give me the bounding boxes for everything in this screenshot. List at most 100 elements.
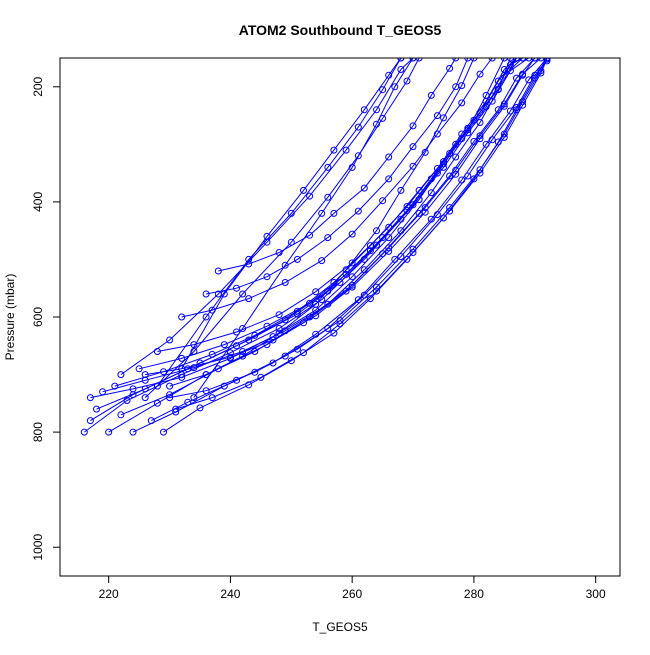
data-point xyxy=(324,234,332,242)
data-point xyxy=(208,394,216,402)
data-point xyxy=(342,146,350,154)
data-point xyxy=(312,300,320,308)
data-point xyxy=(214,267,222,275)
data-point xyxy=(306,192,314,200)
series-line xyxy=(144,58,420,398)
data-point xyxy=(385,175,393,183)
data-point xyxy=(111,382,119,390)
data-point xyxy=(336,317,344,324)
data-point xyxy=(196,404,204,412)
data-point xyxy=(86,394,94,402)
data-point xyxy=(433,112,441,120)
data-point xyxy=(470,58,478,62)
data-point xyxy=(379,114,387,122)
x-tick-label: 280 xyxy=(464,587,484,601)
data-point xyxy=(354,123,362,131)
data-point xyxy=(397,227,405,235)
data-point xyxy=(129,385,137,393)
data-point xyxy=(494,85,502,93)
data-point xyxy=(427,91,435,99)
series-line xyxy=(206,58,469,295)
series-line xyxy=(218,58,457,272)
series-line xyxy=(181,58,402,370)
data-point xyxy=(500,102,508,110)
series-line xyxy=(169,58,548,399)
data-point xyxy=(330,209,338,217)
data-point xyxy=(409,58,417,62)
data-point xyxy=(385,247,393,255)
data-point xyxy=(324,163,332,171)
data-point xyxy=(385,71,393,79)
data-point xyxy=(287,209,295,217)
data-point xyxy=(129,428,137,436)
data-point xyxy=(525,58,533,62)
data-point xyxy=(409,245,417,253)
series-layer xyxy=(80,58,551,436)
data-point xyxy=(488,58,496,62)
series-line xyxy=(169,58,475,387)
data-point xyxy=(86,417,94,425)
y-tick-label: 400 xyxy=(31,192,45,212)
data-point xyxy=(452,170,460,178)
data-point xyxy=(446,150,454,157)
data-point xyxy=(293,255,301,263)
data-point xyxy=(397,58,405,62)
data-point xyxy=(348,259,356,267)
data-point xyxy=(458,99,466,107)
data-point xyxy=(214,365,222,373)
data-point xyxy=(287,238,295,246)
data-point xyxy=(366,247,374,255)
data-point xyxy=(153,399,161,407)
data-point xyxy=(172,405,180,413)
data-point xyxy=(245,255,253,263)
data-point xyxy=(300,186,307,194)
data-point xyxy=(409,122,417,130)
series-line xyxy=(102,58,511,393)
x-tick-label: 220 xyxy=(99,587,119,601)
data-point xyxy=(220,382,228,390)
data-point xyxy=(275,329,283,337)
data-point xyxy=(208,350,216,358)
data-point xyxy=(190,348,198,355)
data-point xyxy=(342,287,350,295)
data-point xyxy=(166,394,174,402)
data-point xyxy=(293,345,301,353)
data-point xyxy=(147,417,155,425)
data-point xyxy=(403,77,411,85)
data-point xyxy=(488,136,496,144)
data-point xyxy=(354,152,362,160)
data-point xyxy=(403,203,411,210)
data-point xyxy=(366,242,374,250)
data-point xyxy=(220,341,228,349)
data-point xyxy=(379,86,387,94)
data-point xyxy=(488,92,496,100)
data-point xyxy=(281,352,289,360)
data-point xyxy=(239,325,247,332)
data-point xyxy=(202,371,210,379)
series-15 xyxy=(135,58,527,373)
data-point xyxy=(318,296,326,304)
data-point xyxy=(476,166,484,174)
data-point xyxy=(440,158,447,166)
data-point xyxy=(476,119,484,126)
data-point xyxy=(263,341,271,349)
data-point xyxy=(373,227,380,235)
data-point xyxy=(202,387,210,395)
data-point xyxy=(269,359,277,367)
data-point xyxy=(263,322,271,330)
y-tick-label: 1000 xyxy=(31,534,45,561)
data-point xyxy=(470,116,478,124)
data-point xyxy=(543,58,551,62)
series-line xyxy=(90,58,505,399)
data-point xyxy=(312,288,320,296)
data-point xyxy=(269,333,277,341)
data-point xyxy=(233,284,240,292)
data-point xyxy=(190,364,198,372)
data-point xyxy=(178,354,186,362)
data-point xyxy=(324,325,332,332)
data-point xyxy=(446,204,454,212)
data-point xyxy=(415,196,423,204)
data-point xyxy=(153,382,161,390)
data-point xyxy=(360,106,368,114)
